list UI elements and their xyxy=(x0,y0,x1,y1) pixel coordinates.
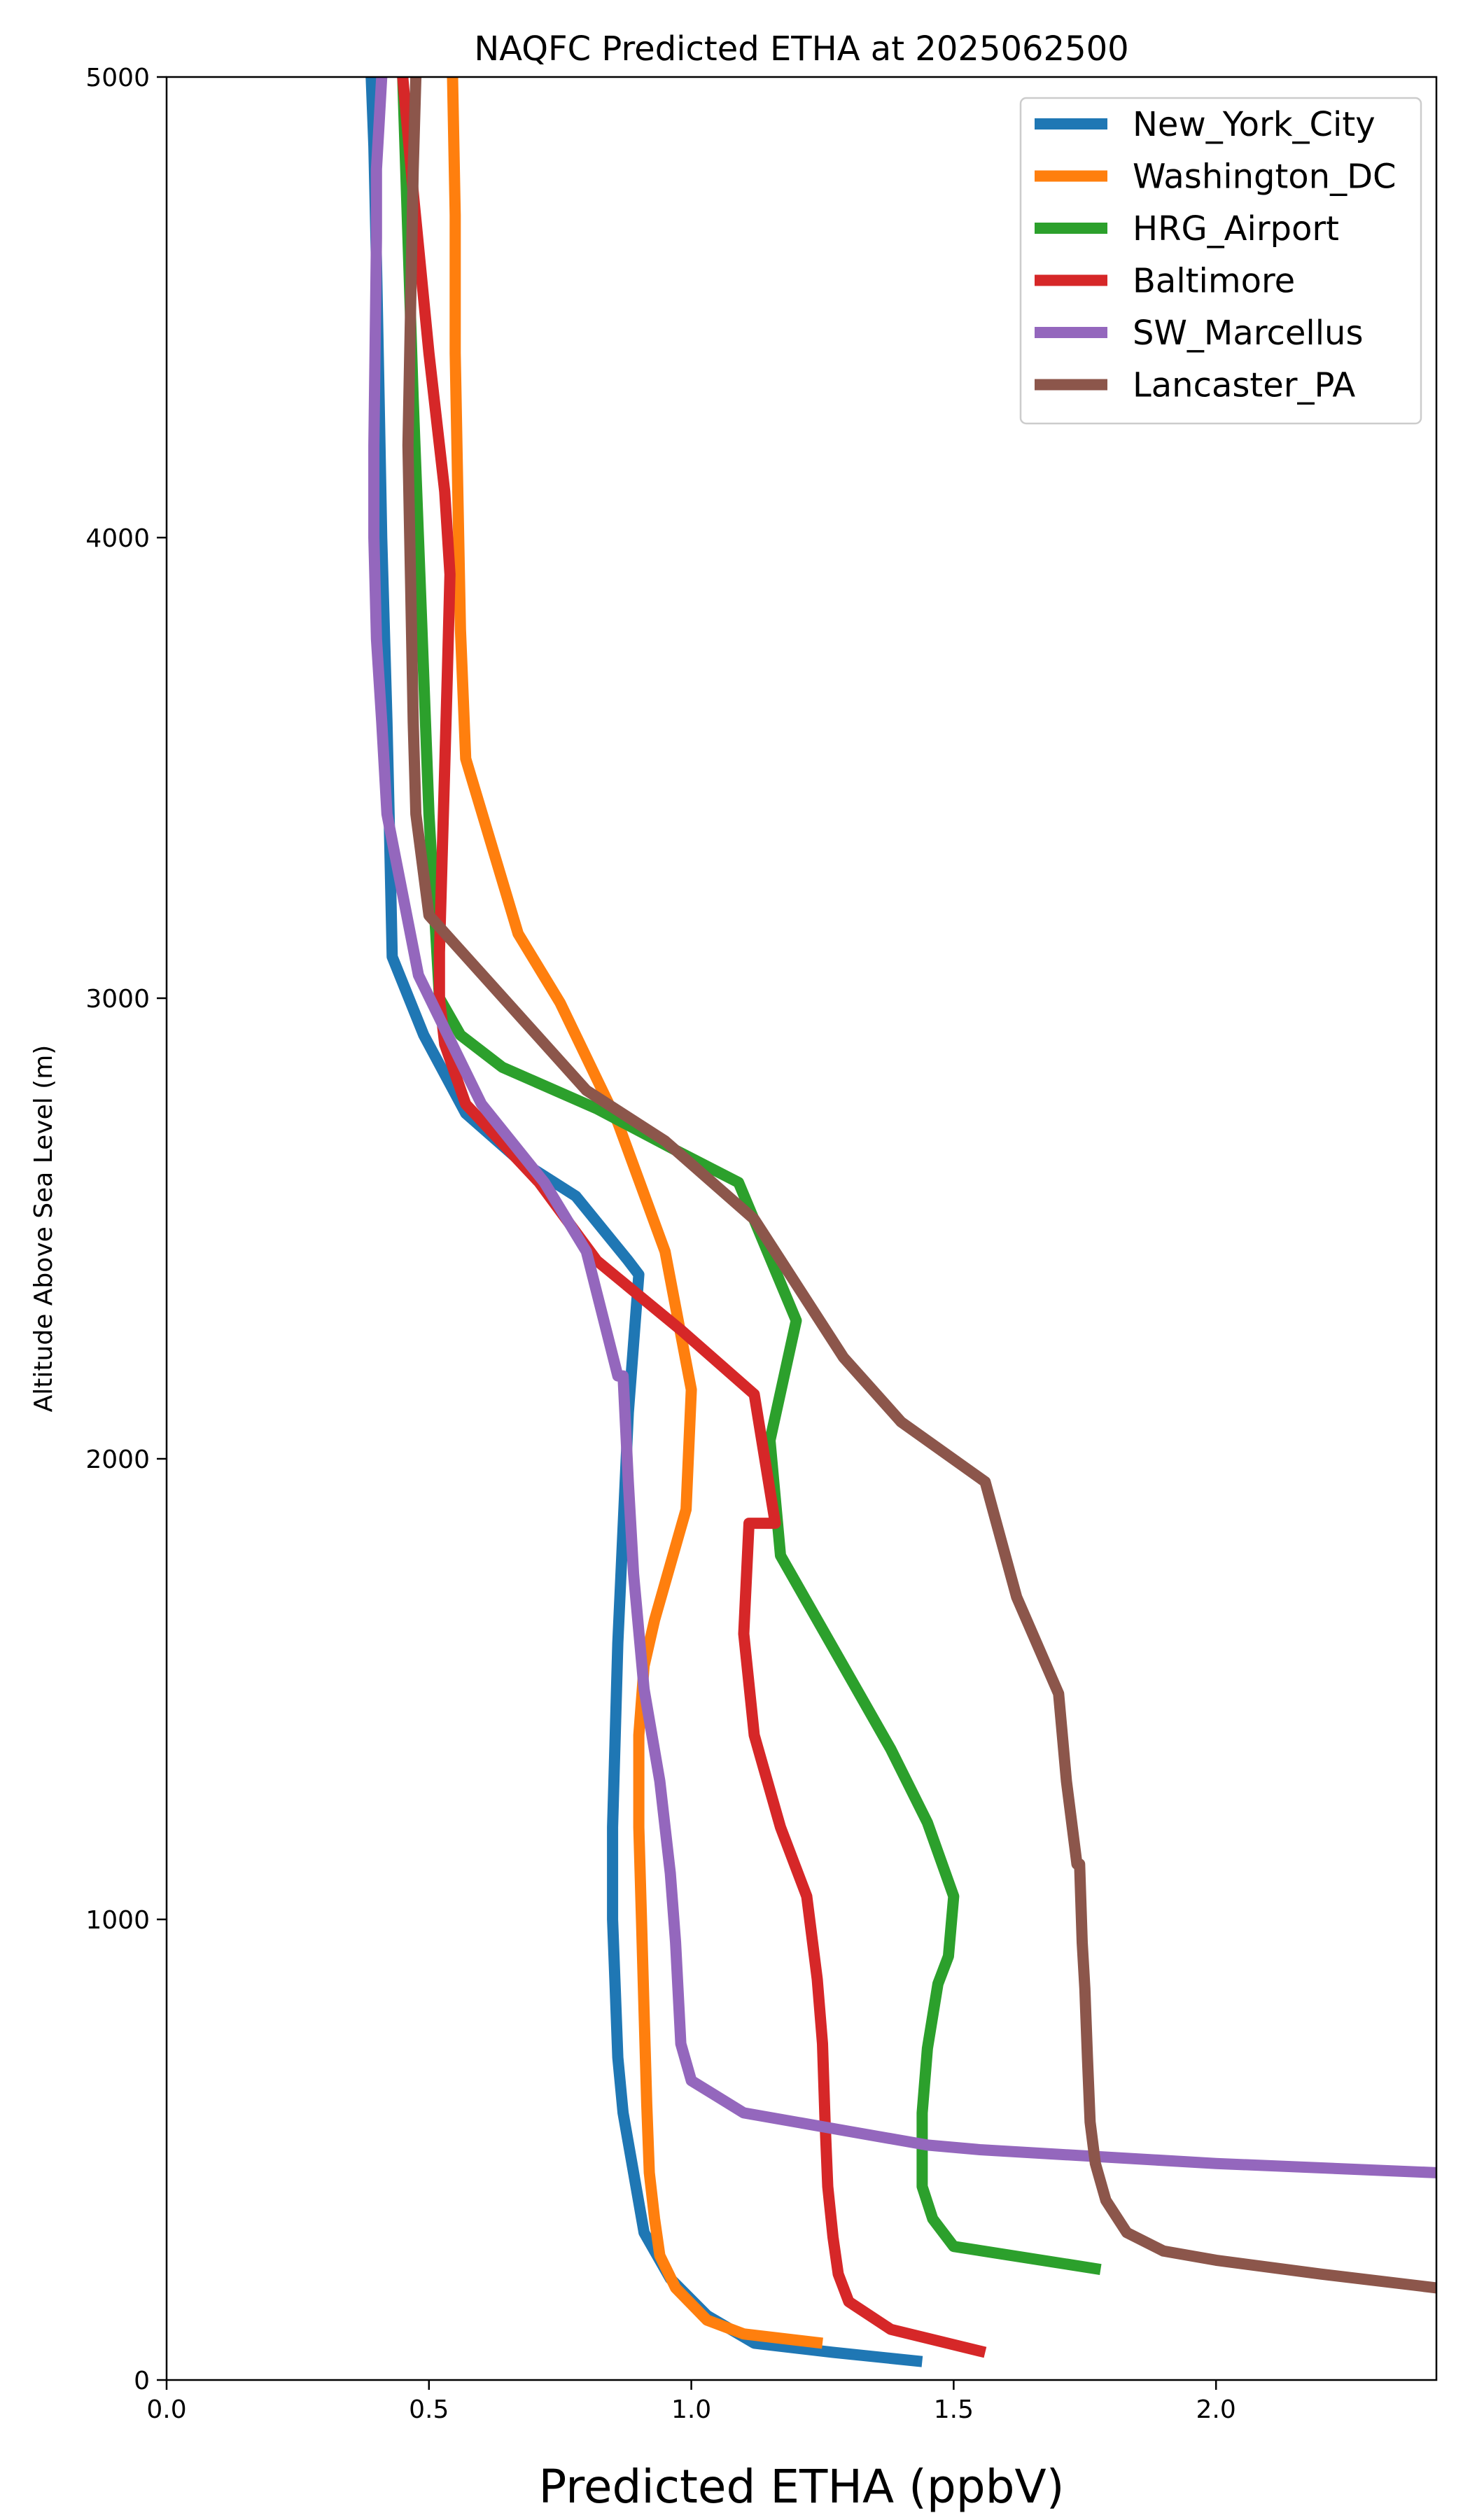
chart-title: NAQFC Predicted ETHA at 2025062500 xyxy=(474,29,1128,69)
series-line-new-york-city xyxy=(365,77,923,2367)
legend-label: Washington_DC xyxy=(1133,158,1396,197)
series-line-hrg-airport xyxy=(397,77,1102,2276)
legend-label: Lancaster_PA xyxy=(1133,366,1355,405)
y-tick-label: 1000 xyxy=(85,1906,150,1935)
series-line-baltimore xyxy=(397,77,987,2358)
x-tick-label: 2.0 xyxy=(1196,2395,1236,2424)
plot-frame xyxy=(165,76,1438,2381)
series-line-washington-dc xyxy=(447,77,823,2349)
x-tick-label: 1.0 xyxy=(671,2395,711,2424)
legend-label: HRG_Airport xyxy=(1133,209,1339,248)
x-axis-label: Predicted ETHA (ppbV) xyxy=(539,2460,1065,2514)
x-tick-label: 0.5 xyxy=(409,2395,449,2424)
legend-label: New_York_City xyxy=(1133,105,1376,144)
y-tick-label: 3000 xyxy=(85,985,150,1014)
y-tick-label: 0 xyxy=(134,2367,150,2395)
y-tick-label: 2000 xyxy=(85,1446,150,1474)
y-axis: 0 1000 2000 3000 4000 5000 xyxy=(85,64,167,2395)
y-axis-label: Altitude Above Sea Level (m) xyxy=(29,1045,58,1413)
legend-label: Baltimore xyxy=(1133,262,1295,301)
y-tick-label: 4000 xyxy=(85,524,150,553)
series-line-lancaster-pa xyxy=(402,77,1436,2294)
x-tick-label: 0.0 xyxy=(146,2395,186,2424)
legend-label: SW_Marcellus xyxy=(1133,314,1363,353)
legend-box xyxy=(1019,97,1422,425)
y-tick-label: 5000 xyxy=(85,64,150,92)
x-axis: 0.0 0.5 1.0 1.5 2.0 xyxy=(146,2380,1236,2424)
series-layer xyxy=(365,77,1436,2367)
x-tick-label: 1.5 xyxy=(934,2395,974,2424)
legend: New_York_City Washington_DC HRG_Airport Bal… xyxy=(1019,97,1422,425)
series-line-sw-marcellus xyxy=(368,77,1436,2178)
